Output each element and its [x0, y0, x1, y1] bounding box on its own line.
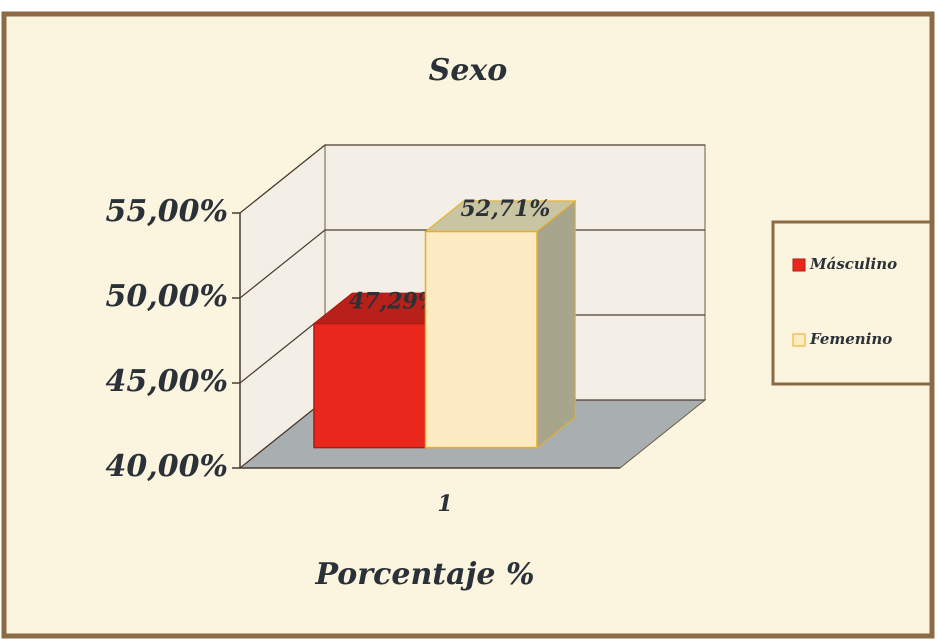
legend-swatch: [792, 333, 806, 347]
y-tick-label: 45,00%: [106, 364, 228, 399]
y-tick-label: 55,00%: [106, 194, 228, 229]
grid-line: [239, 144, 705, 214]
chart-title: Sexo: [429, 53, 508, 88]
legend-label: Femenino: [809, 330, 892, 348]
y-tick-label: 50,00%: [106, 279, 228, 314]
legend-label: Másculino: [809, 255, 897, 273]
bar-side: [536, 199, 576, 449]
y-tick-label: 40,00%: [106, 449, 228, 484]
x-axis-label: Porcentaje %: [315, 557, 535, 592]
data-label: 52,71%: [460, 196, 550, 222]
bar: [424, 230, 538, 449]
legend-swatch: [792, 258, 806, 272]
grid-line: [239, 229, 705, 299]
x-tick-label: 1: [437, 491, 452, 517]
data-label: 47,29%: [349, 288, 439, 314]
legend-box: [771, 220, 933, 386]
bar: [313, 322, 427, 449]
